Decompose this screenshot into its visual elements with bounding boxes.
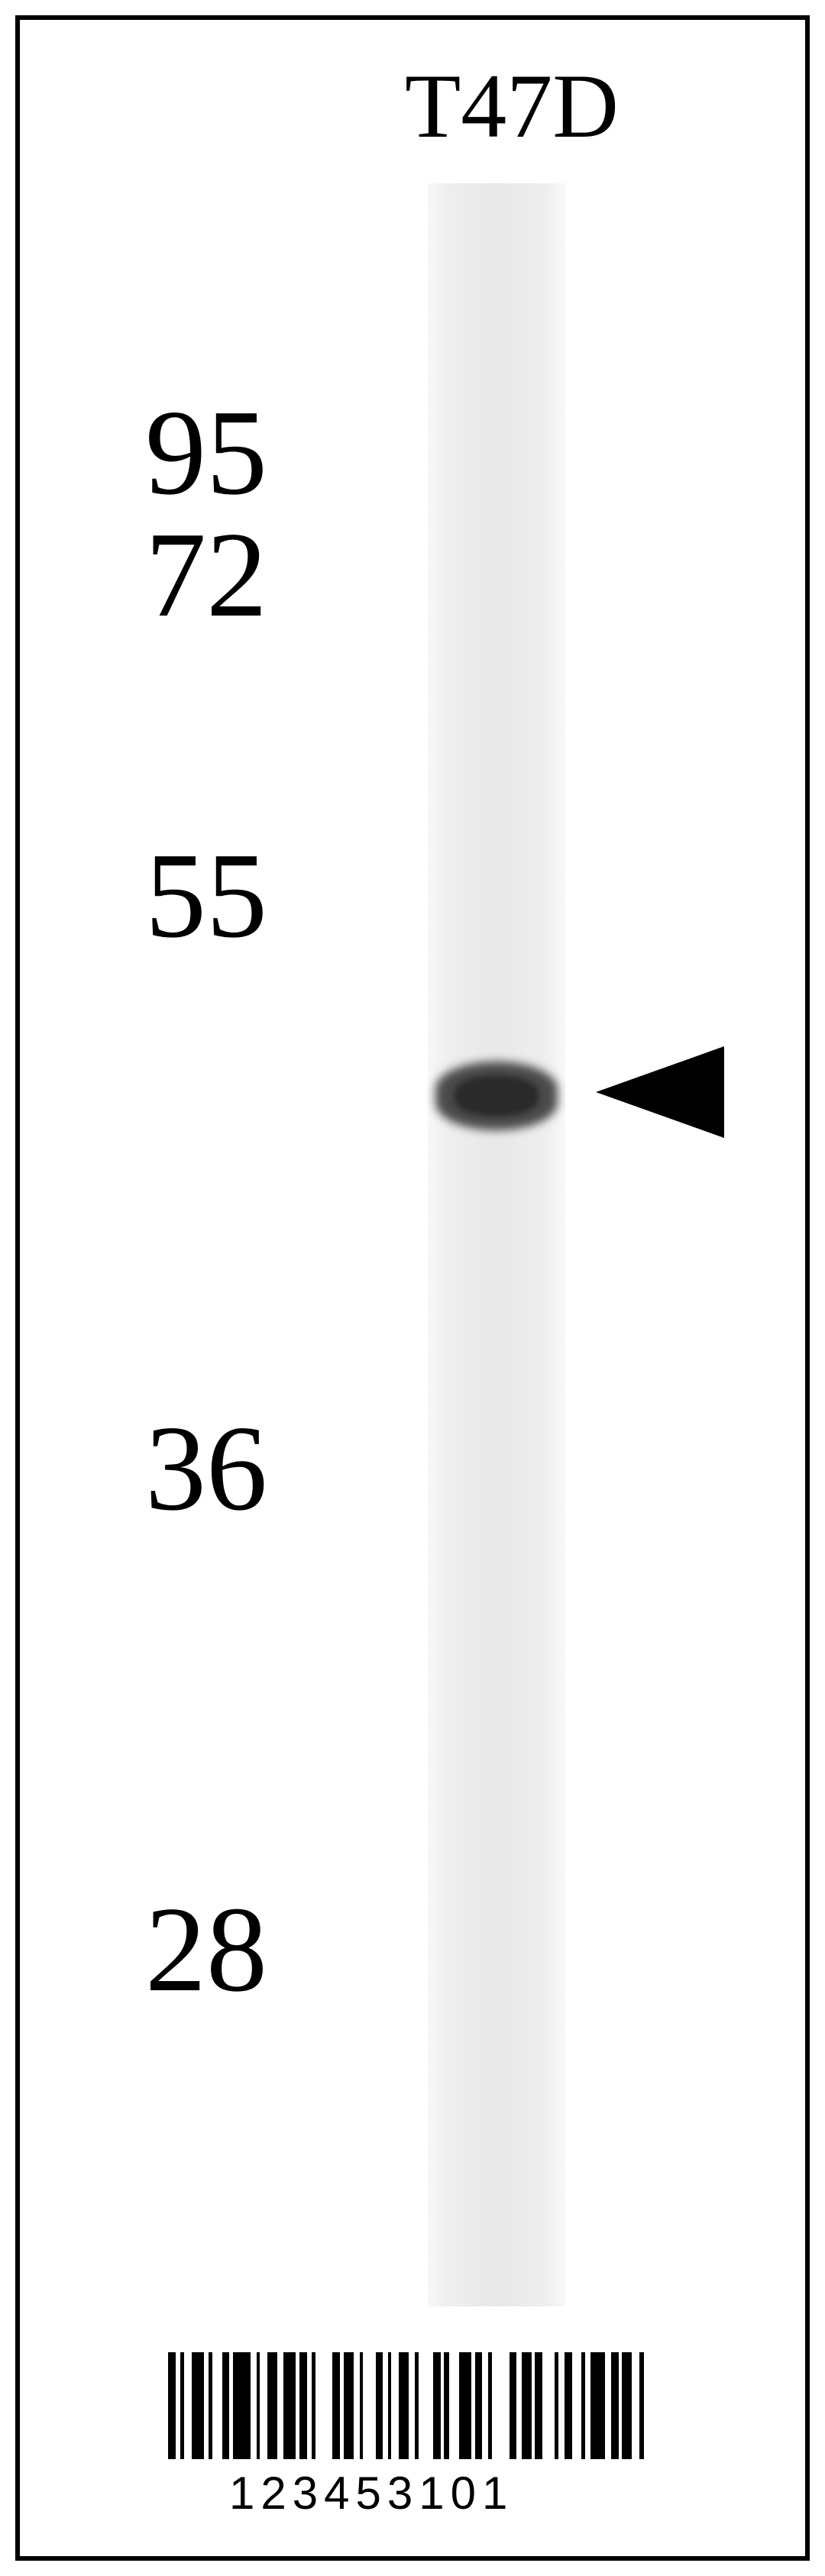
- mw-marker-28: 28: [99, 1879, 267, 2020]
- mw-marker-95: 95: [99, 382, 267, 523]
- protein-band-core: [455, 1075, 539, 1117]
- mw-marker-72: 72: [99, 504, 267, 645]
- barcode: [168, 2352, 657, 2459]
- mw-marker-36: 36: [99, 1398, 267, 1539]
- barcode-number: 123453101: [229, 2467, 513, 2519]
- band-arrow-icon: [596, 1046, 724, 1138]
- mw-marker-55: 55: [99, 825, 267, 966]
- lane-label: T47D: [405, 53, 619, 159]
- blot-lane: [428, 183, 565, 2306]
